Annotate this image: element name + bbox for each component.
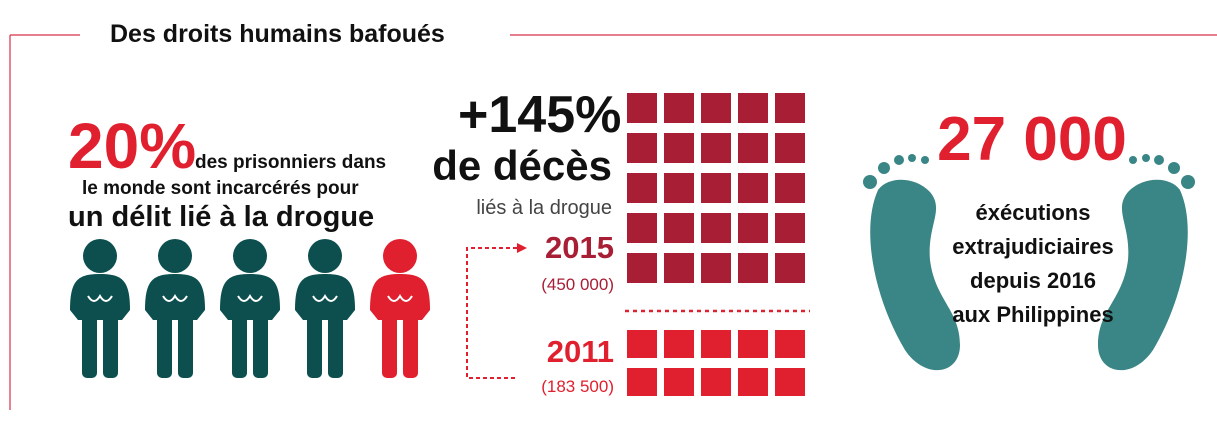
head	[308, 239, 342, 273]
square	[627, 330, 657, 358]
leg	[82, 312, 97, 378]
square	[775, 173, 805, 203]
text-line: éxécutions	[976, 200, 1091, 225]
square	[664, 173, 694, 203]
year: 2011	[547, 334, 614, 369]
square	[738, 93, 768, 123]
caption: liés à la drogue	[476, 197, 612, 219]
square	[701, 253, 731, 283]
big-figure: +145%	[458, 86, 621, 144]
square	[627, 253, 657, 283]
square	[664, 253, 694, 283]
square	[701, 330, 731, 358]
square	[775, 93, 805, 123]
head	[383, 239, 417, 273]
bracket	[467, 248, 517, 378]
people	[70, 239, 430, 378]
leg	[178, 312, 193, 378]
leg	[328, 312, 343, 378]
square	[701, 213, 731, 243]
square	[738, 253, 768, 283]
square	[775, 213, 805, 243]
leg	[382, 312, 397, 378]
square	[738, 213, 768, 243]
square	[701, 93, 731, 123]
square	[627, 173, 657, 203]
person	[370, 239, 430, 378]
squares	[627, 93, 805, 396]
title: Des droits humains bafoués	[110, 20, 445, 48]
person	[220, 239, 280, 378]
square	[701, 368, 731, 396]
infographic: Des droits humains bafoués 20% des priso…	[0, 0, 1217, 423]
year-count: (450 000)	[541, 275, 614, 294]
square	[627, 213, 657, 243]
big-figure: 27 000	[937, 105, 1127, 174]
big-figure: 20%	[68, 110, 196, 182]
head	[83, 239, 117, 273]
text-line: extrajudiciaires	[952, 234, 1113, 259]
leg	[307, 312, 322, 378]
year: 2015	[545, 230, 614, 265]
head	[233, 239, 267, 273]
square	[738, 330, 768, 358]
leg	[403, 312, 418, 378]
square	[775, 253, 805, 283]
subtitle: de décès	[432, 142, 612, 189]
square	[775, 368, 805, 396]
square	[664, 330, 694, 358]
leg	[253, 312, 268, 378]
text-line: un délit lié à la drogue	[68, 201, 374, 233]
person	[145, 239, 205, 378]
text-line: des prisonniers dans	[195, 152, 386, 173]
arrow-head	[517, 243, 527, 253]
square	[664, 213, 694, 243]
square	[775, 330, 805, 358]
square	[627, 93, 657, 123]
square	[738, 173, 768, 203]
leg	[157, 312, 172, 378]
square	[701, 133, 731, 163]
leg	[103, 312, 118, 378]
square	[775, 133, 805, 163]
head	[158, 239, 192, 273]
leg	[232, 312, 247, 378]
square	[738, 368, 768, 396]
square	[738, 133, 768, 163]
square	[627, 368, 657, 396]
text-line: depuis 2016	[970, 268, 1096, 293]
person	[70, 239, 130, 378]
square	[664, 93, 694, 123]
text-line: le monde sont incarcérés pour	[82, 178, 359, 199]
square	[701, 173, 731, 203]
square	[664, 368, 694, 396]
feet	[863, 154, 1195, 370]
person	[295, 239, 355, 378]
year-count: (183 500)	[541, 377, 614, 396]
square	[664, 133, 694, 163]
text-line: aux Philippines	[952, 302, 1113, 327]
square	[627, 133, 657, 163]
